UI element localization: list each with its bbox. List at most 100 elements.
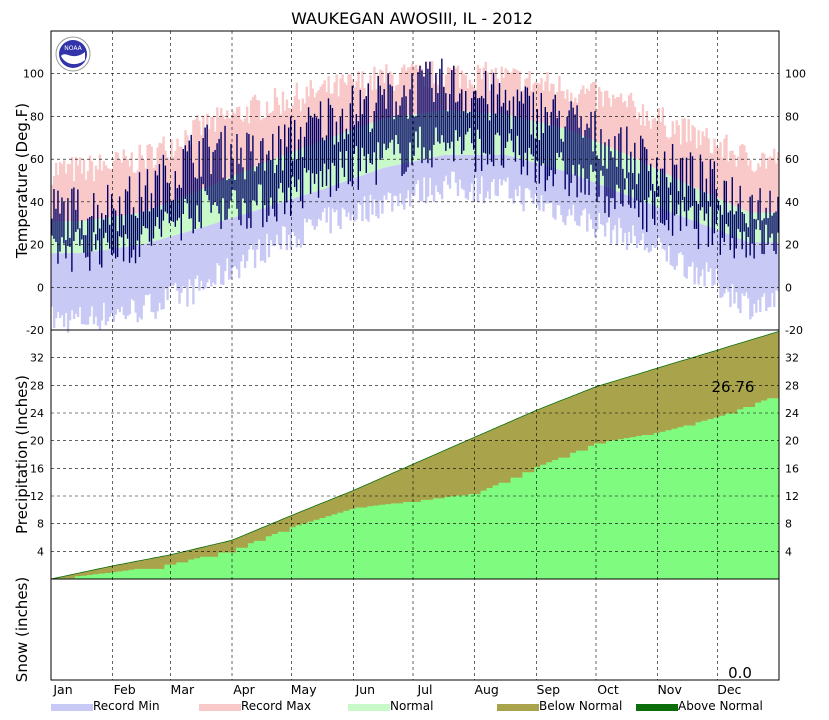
record-max-bar — [385, 64, 388, 119]
record-max-bar — [478, 68, 482, 113]
record-min-bar — [478, 154, 482, 194]
observed-temp-bar — [737, 203, 739, 229]
record-max-bar — [486, 72, 489, 113]
observed-temp-bar — [301, 157, 304, 209]
record-min-bar — [415, 160, 418, 185]
record-min-bar — [615, 191, 619, 246]
record-max-bar — [659, 121, 663, 172]
record-min-bar — [647, 203, 651, 253]
observed-temp-bar — [469, 111, 471, 129]
observed-temp-bar — [228, 178, 230, 209]
legend-swatch — [199, 704, 241, 711]
record-max-bar — [584, 93, 587, 137]
record-max-bar — [687, 119, 690, 185]
record-max-bar — [645, 110, 649, 165]
observed-temp-bar — [297, 139, 300, 180]
observed-temp-bar — [522, 103, 525, 167]
record-min-bar — [639, 200, 643, 241]
record-min-bar — [257, 209, 261, 240]
record-min-bar — [432, 157, 436, 202]
observed-temp-bar — [238, 163, 240, 220]
record-min-bar — [500, 154, 503, 186]
record-min-bar — [373, 171, 376, 200]
observed-temp-bar — [224, 125, 226, 221]
record-min-bar — [395, 165, 398, 197]
observed-temp-bar — [367, 83, 369, 154]
record-min-bar — [317, 190, 320, 219]
record-min-bar — [271, 205, 275, 246]
normal-bar — [496, 113, 499, 155]
record-max-bar — [291, 105, 295, 152]
observed-temp-bar — [743, 213, 745, 232]
observed-temp-bar — [679, 158, 682, 231]
record-min-bar — [733, 236, 736, 304]
observed-temp-bar — [150, 193, 153, 246]
record-min-bar — [625, 195, 629, 250]
observed-temp-bar — [733, 214, 735, 259]
observed-temp-bar — [729, 210, 731, 251]
observed-temp-bar — [757, 200, 759, 221]
observed-temp-bar — [490, 84, 493, 162]
record-max-bar — [627, 95, 631, 156]
observed-temp-bar — [659, 168, 662, 223]
observed-temp-bar — [480, 95, 483, 171]
record-min-bar — [655, 206, 659, 247]
record-max-bar — [407, 67, 410, 116]
observed-temp-bar — [578, 127, 580, 165]
observed-temp-bar — [451, 69, 453, 142]
observed-temp-bar — [657, 185, 660, 197]
record-min-bar — [681, 216, 684, 255]
observed-temp-bar — [705, 178, 708, 214]
record-min-bar — [106, 249, 110, 322]
observed-temp-bar — [118, 196, 121, 237]
record-min-bar — [665, 210, 669, 262]
observed-temp-bar — [79, 228, 81, 246]
record-max-bar — [269, 112, 273, 161]
record-min-bar — [166, 237, 169, 301]
record-max-bar — [669, 136, 672, 176]
record-max-bar — [255, 100, 259, 166]
record-max-bar — [116, 152, 120, 217]
record-max-bar — [717, 147, 720, 199]
record-min-bar — [387, 166, 390, 193]
observed-temp-bar — [488, 120, 491, 155]
observed-temp-bar — [373, 111, 375, 153]
record-max-bar — [693, 127, 696, 188]
record-min-bar — [542, 165, 545, 212]
record-min-bar — [102, 250, 106, 303]
observed-temp-bar — [97, 204, 99, 241]
observed-temp-bar — [116, 231, 119, 258]
record-min-bar — [492, 154, 495, 180]
record-min-bar — [472, 154, 476, 202]
precip-tick-left: 12 — [30, 490, 44, 503]
record-max-bar — [148, 143, 151, 210]
record-min-bar — [452, 154, 456, 172]
record-max-bar — [767, 157, 770, 213]
record-max-bar — [222, 115, 225, 181]
record-max-bar — [430, 60, 434, 112]
record-max-bar — [176, 138, 179, 199]
observed-temp-bar — [67, 198, 69, 246]
record-min-bar — [508, 155, 511, 199]
record-max-bar — [542, 90, 545, 124]
record-max-bar — [518, 71, 521, 118]
record-max-bar — [580, 89, 583, 136]
precip-axis-label: Precipitation (Inches) — [13, 375, 31, 534]
observed-temp-bar — [359, 89, 361, 172]
observed-temp-bar — [214, 149, 216, 202]
record-min-bar — [216, 222, 219, 264]
record-min-bar — [687, 218, 690, 267]
record-min-bar — [391, 166, 394, 212]
record-min-bar — [230, 218, 233, 279]
record-min-bar — [679, 215, 682, 253]
record-min-bar — [757, 242, 760, 300]
precip-tick-left: 32 — [30, 352, 44, 365]
record-min-bar — [663, 209, 667, 251]
record-max-bar — [623, 101, 627, 154]
record-min-bar — [426, 158, 430, 197]
temp-tick-left: 80 — [30, 110, 44, 123]
record-min-bar — [349, 179, 352, 221]
record-max-bar — [745, 152, 748, 212]
observed-temp-bar — [751, 194, 753, 244]
record-max-bar — [703, 136, 706, 193]
